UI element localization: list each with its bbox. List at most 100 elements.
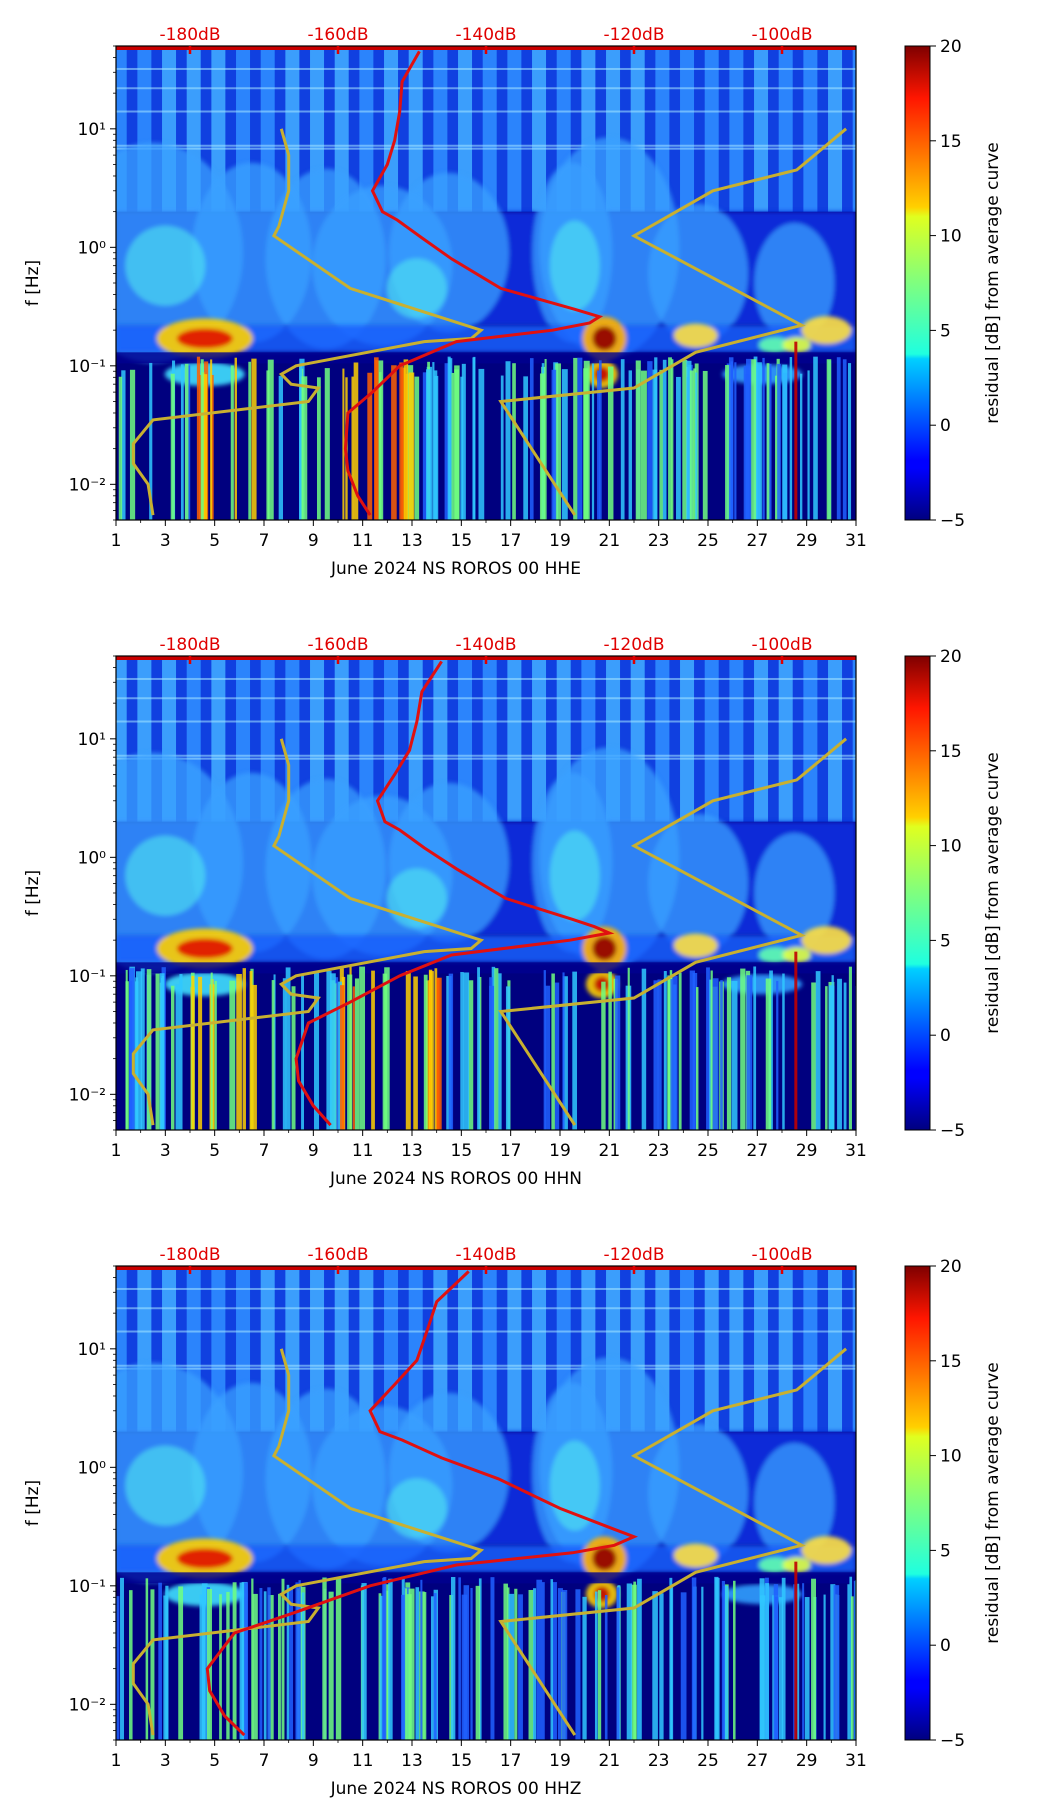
lf-streak	[159, 973, 165, 1130]
lf-streak	[598, 360, 602, 520]
lf-streak	[337, 981, 342, 1130]
lf-streak	[830, 985, 835, 1130]
top-db-label: -180dB	[159, 25, 220, 45]
lf-streak	[672, 975, 678, 1130]
lf-streak	[436, 977, 442, 1130]
lf-streak	[468, 980, 474, 1130]
x-tick-label: 31	[845, 1751, 867, 1771]
lf-streak	[686, 360, 692, 520]
lf-streak	[594, 1591, 598, 1740]
lf-streak	[654, 357, 658, 520]
colorbar-tick-label: 0	[940, 416, 951, 436]
lf-streak	[234, 357, 237, 520]
lf-streak	[676, 376, 681, 520]
lf-streak	[762, 357, 765, 520]
x-tick-label: 9	[308, 1141, 319, 1161]
y-tick-label: 10¹	[78, 730, 106, 750]
lf-streak	[278, 375, 284, 520]
lf-streak	[536, 1579, 543, 1740]
lf-streak	[710, 970, 713, 1130]
panel-1: 1 3 5 7 9 11 13 15 17 19 21 23 25 27 29 3110⁻²10⁻¹10⁰10…	[23, 25, 1003, 579]
daily-stripe	[507, 1266, 522, 1432]
x-tick-label: 5	[209, 1751, 220, 1771]
x-tick-label: 7	[259, 1141, 270, 1161]
lf-streak	[150, 1589, 155, 1740]
x-tick-label: 13	[401, 531, 423, 551]
lf-streak	[671, 359, 674, 520]
daily-stripe	[507, 46, 522, 212]
lf-streak	[575, 1589, 581, 1740]
lf-streaks	[118, 356, 852, 520]
daily-stripe	[803, 46, 818, 212]
lf-streak	[572, 971, 578, 1130]
daily-stripe	[680, 656, 695, 822]
y-axis-label: f [Hz]	[23, 260, 43, 306]
lf-streak	[766, 363, 770, 520]
spectral-line	[116, 67, 856, 70]
lf-streak	[702, 370, 708, 520]
colorbar-tick-label: 15	[940, 132, 962, 152]
lf-streak	[118, 376, 123, 520]
daily-stripe	[852, 46, 856, 212]
lf-streak	[503, 1583, 508, 1740]
x-tick-label: 23	[648, 531, 670, 551]
lf-streak	[478, 368, 485, 520]
lf-streak	[855, 1578, 856, 1740]
lf-streak	[633, 1581, 637, 1740]
lf-streak	[230, 365, 234, 520]
colorbar-tick-label: 0	[940, 1636, 951, 1656]
lf-streak	[201, 1583, 208, 1740]
lf-streak	[775, 1596, 778, 1740]
lf-streak	[377, 360, 384, 520]
lf-streak	[544, 358, 547, 520]
x-tick-label: 15	[451, 1751, 473, 1771]
lf-streak	[461, 1594, 468, 1740]
lf-streak	[472, 357, 476, 520]
lf-streak	[447, 356, 451, 520]
lf-streak	[433, 370, 438, 520]
lf-streak	[659, 1593, 664, 1740]
nhnm-curve	[498, 1347, 848, 1736]
lf-streak	[296, 1591, 301, 1740]
lf-streak	[508, 1593, 515, 1740]
x-tick-label: 9	[308, 1751, 319, 1771]
colorbar-tick-label: 10	[940, 837, 962, 857]
lf-streak	[121, 370, 126, 520]
lf-streak	[285, 967, 291, 1130]
lf-streak	[301, 973, 305, 1130]
lf-streak	[423, 974, 428, 1130]
daily-stripe	[507, 656, 522, 822]
lf-streak	[597, 1590, 602, 1740]
x-axis-label: June 2024 NS ROROS 00 HHN	[329, 1169, 582, 1189]
primary-microseism	[116, 926, 856, 999]
x-axis-label: June 2024 NS ROROS 00 HHE	[330, 559, 581, 579]
lf-streak	[385, 1590, 389, 1740]
lf-streak	[573, 357, 578, 520]
lf-streak	[388, 1578, 393, 1740]
lf-streak	[505, 361, 511, 520]
lf-streak	[746, 975, 753, 1130]
lf-streak	[512, 363, 516, 520]
gap-band	[116, 1572, 856, 1584]
lf-streak	[680, 1592, 687, 1740]
average-curve	[294, 660, 615, 1127]
heatmap	[116, 46, 856, 520]
colorbar-gradient	[904, 1265, 931, 1741]
colorbar-tick-label: 15	[940, 1352, 962, 1372]
artifact-line	[794, 1561, 798, 1740]
lf-streak	[422, 372, 428, 520]
lf-streak	[352, 986, 355, 1130]
lf-streak	[557, 1588, 563, 1740]
lf-streak	[659, 369, 664, 520]
lf-streak	[135, 977, 139, 1130]
lf-streak	[361, 1583, 367, 1740]
heatmap	[116, 656, 856, 1130]
lf-streak	[236, 973, 242, 1130]
lf-streak	[689, 970, 696, 1130]
lf-streak	[562, 972, 565, 1130]
daily-stripe	[852, 656, 856, 822]
lf-streak	[384, 967, 390, 1130]
daily-stripe	[704, 656, 719, 822]
lf-streak	[135, 971, 142, 1130]
